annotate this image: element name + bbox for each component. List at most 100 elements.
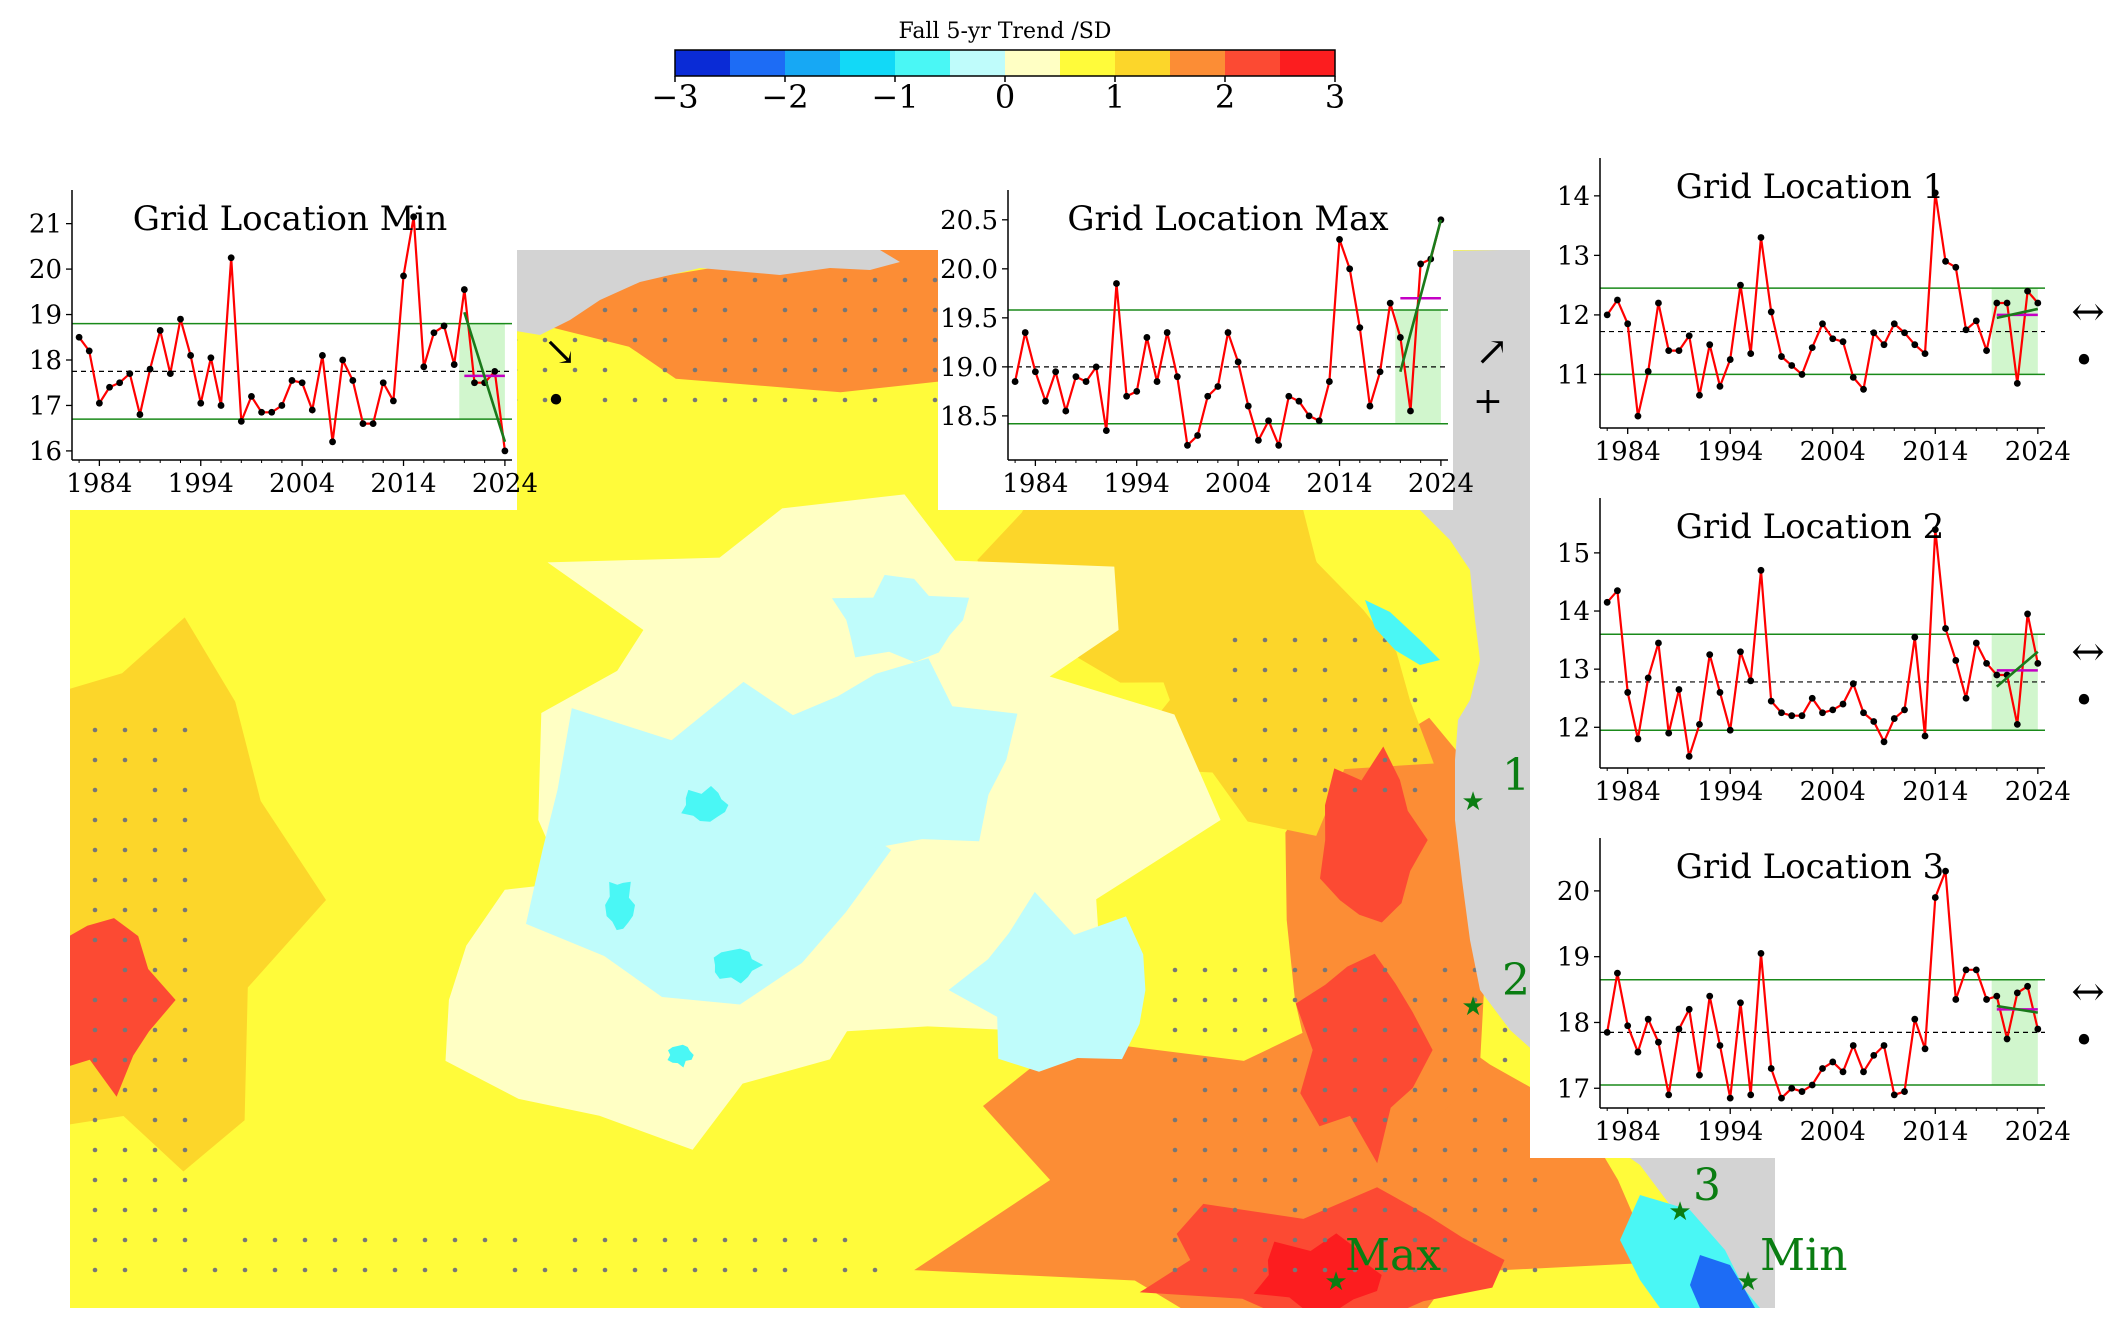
- stipple-dot: [1293, 788, 1298, 793]
- stipple-dot: [153, 968, 158, 973]
- data-point: [1696, 392, 1703, 399]
- x-tick-label: 2024: [2005, 1117, 2071, 1147]
- data-point: [1870, 718, 1877, 725]
- data-point: [1194, 432, 1201, 439]
- stipple-dot: [153, 1148, 158, 1153]
- data-point: [238, 418, 245, 425]
- stipple-dot: [843, 278, 848, 283]
- stipple-dot: [1263, 968, 1268, 973]
- stipple-dot: [1233, 698, 1238, 703]
- stipple-dot: [1233, 1088, 1238, 1093]
- stipple-dot: [633, 338, 638, 343]
- map-marker-star: ★: [1461, 992, 1484, 1022]
- data-point: [431, 329, 438, 336]
- data-point: [1696, 721, 1703, 728]
- data-point: [1993, 672, 2000, 679]
- stipple-dot: [1383, 788, 1388, 793]
- x-tick-label: 1984: [1595, 777, 1661, 807]
- data-point: [167, 370, 174, 377]
- data-point: [1113, 280, 1120, 287]
- data-point: [1645, 368, 1652, 375]
- stipple-dot: [1323, 968, 1328, 973]
- data-point: [1614, 297, 1621, 304]
- stipple-dot: [153, 818, 158, 823]
- stipple-dot: [1233, 1148, 1238, 1153]
- data-point: [1901, 1088, 1908, 1095]
- stipple-dot: [423, 1238, 428, 1243]
- stipple-dot: [393, 1238, 398, 1243]
- inset-chart: 1617181920211984 1994 2004 2014 2024Grid Loc…: [2, 160, 577, 510]
- colorbar-cell: [950, 50, 1006, 76]
- data-point: [137, 411, 144, 418]
- y-tick-label: 19.0: [940, 353, 998, 383]
- data-point: [1860, 709, 1867, 716]
- stipple-dot: [1323, 668, 1328, 673]
- y-tick-label: 11: [1557, 360, 1590, 390]
- stipple-dot: [153, 878, 158, 883]
- inset-chart: 111213141984 1994 2004 2014 2024Grid Locatio…: [1530, 128, 2105, 478]
- data-point: [1717, 1042, 1724, 1049]
- stipple-dot: [1323, 758, 1328, 763]
- stipple-dot: [1323, 1028, 1328, 1033]
- stipple-dot: [603, 368, 608, 373]
- stipple-dot: [153, 1028, 158, 1033]
- stipple-dot: [663, 278, 668, 283]
- stipple-dot: [1323, 1148, 1328, 1153]
- colorbar-tick-label: 1: [1105, 78, 1125, 116]
- stipple-dot: [1203, 1088, 1208, 1093]
- stipple-dot: [1353, 968, 1358, 973]
- y-tick-label: 14: [1557, 182, 1590, 212]
- stipple-dot: [813, 398, 818, 403]
- stipple-dot: [1233, 758, 1238, 763]
- stipple-dot: [813, 1238, 818, 1243]
- colorbar-cell: [730, 50, 786, 76]
- stipple-dot: [1263, 638, 1268, 643]
- x-tick-label: 2014: [1902, 777, 1968, 807]
- data-point: [1624, 320, 1631, 327]
- data-point: [1032, 368, 1039, 375]
- data-point: [1225, 329, 1232, 336]
- x-tick-label: 1984: [1595, 437, 1661, 467]
- stipple-dot: [513, 1268, 518, 1273]
- data-point: [2014, 380, 2021, 387]
- data-point: [1052, 368, 1059, 375]
- data-point: [268, 409, 275, 416]
- stipple-dot: [1353, 638, 1358, 643]
- stipple-dot: [873, 338, 878, 343]
- data-point: [1235, 359, 1242, 366]
- inset-chart: 121314151984 1994 2004 2014 2024Grid Locatio…: [1530, 468, 2105, 818]
- data-point: [1891, 1091, 1898, 1098]
- stipple-dot: [93, 938, 98, 943]
- data-point: [502, 448, 509, 455]
- stipple-dot: [573, 1268, 578, 1273]
- stipple-dot: [1383, 998, 1388, 1003]
- stipple-dot: [1263, 1178, 1268, 1183]
- colorbar-cell: [1225, 50, 1281, 76]
- stipple-dot: [423, 1268, 428, 1273]
- data-point: [1973, 317, 1980, 324]
- stipple-dot: [1263, 728, 1268, 733]
- data-point: [1717, 689, 1724, 696]
- stipple-dot: [1473, 1028, 1478, 1033]
- y-tick-label: 17: [1557, 1074, 1590, 1104]
- stipple-dot: [1263, 788, 1268, 793]
- stipple-dot: [123, 1238, 128, 1243]
- data-point: [1686, 1006, 1693, 1013]
- stipple-dot: [153, 908, 158, 913]
- stipple-dot: [1413, 1028, 1418, 1033]
- data-point: [1983, 996, 1990, 1003]
- data-point: [258, 409, 265, 416]
- data-point: [1747, 1091, 1754, 1098]
- stipple-dot: [783, 1268, 788, 1273]
- trend-direction-symbol: ↔: [2071, 289, 2105, 335]
- x-tick-label: 1984: [1595, 1117, 1661, 1147]
- data-point: [1911, 341, 1918, 348]
- stipple-dot: [663, 368, 668, 373]
- data-point: [1737, 282, 1744, 289]
- stipple-dot: [363, 1238, 368, 1243]
- data-point: [1133, 388, 1140, 395]
- data-point: [1758, 234, 1765, 241]
- data-point: [1973, 966, 1980, 973]
- inset-title: Grid Location Min: [133, 199, 448, 239]
- data-point: [1387, 300, 1394, 307]
